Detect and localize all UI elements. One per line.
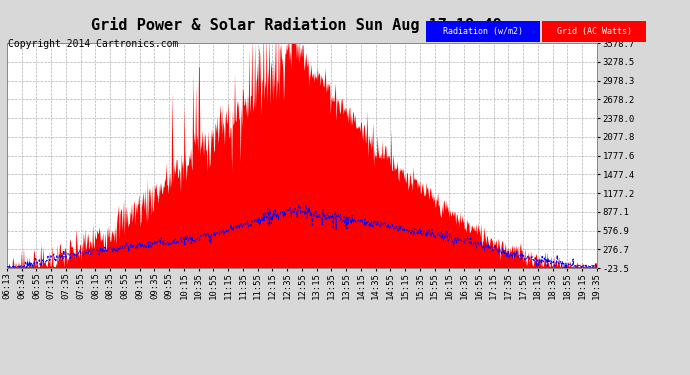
Text: Radiation (w/m2): Radiation (w/m2) — [444, 27, 523, 36]
Text: Grid Power & Solar Radiation Sun Aug 17 19:48: Grid Power & Solar Radiation Sun Aug 17 … — [91, 17, 502, 33]
Text: Copyright 2014 Cartronics.com: Copyright 2014 Cartronics.com — [8, 39, 179, 50]
Text: Grid (AC Watts): Grid (AC Watts) — [557, 27, 631, 36]
